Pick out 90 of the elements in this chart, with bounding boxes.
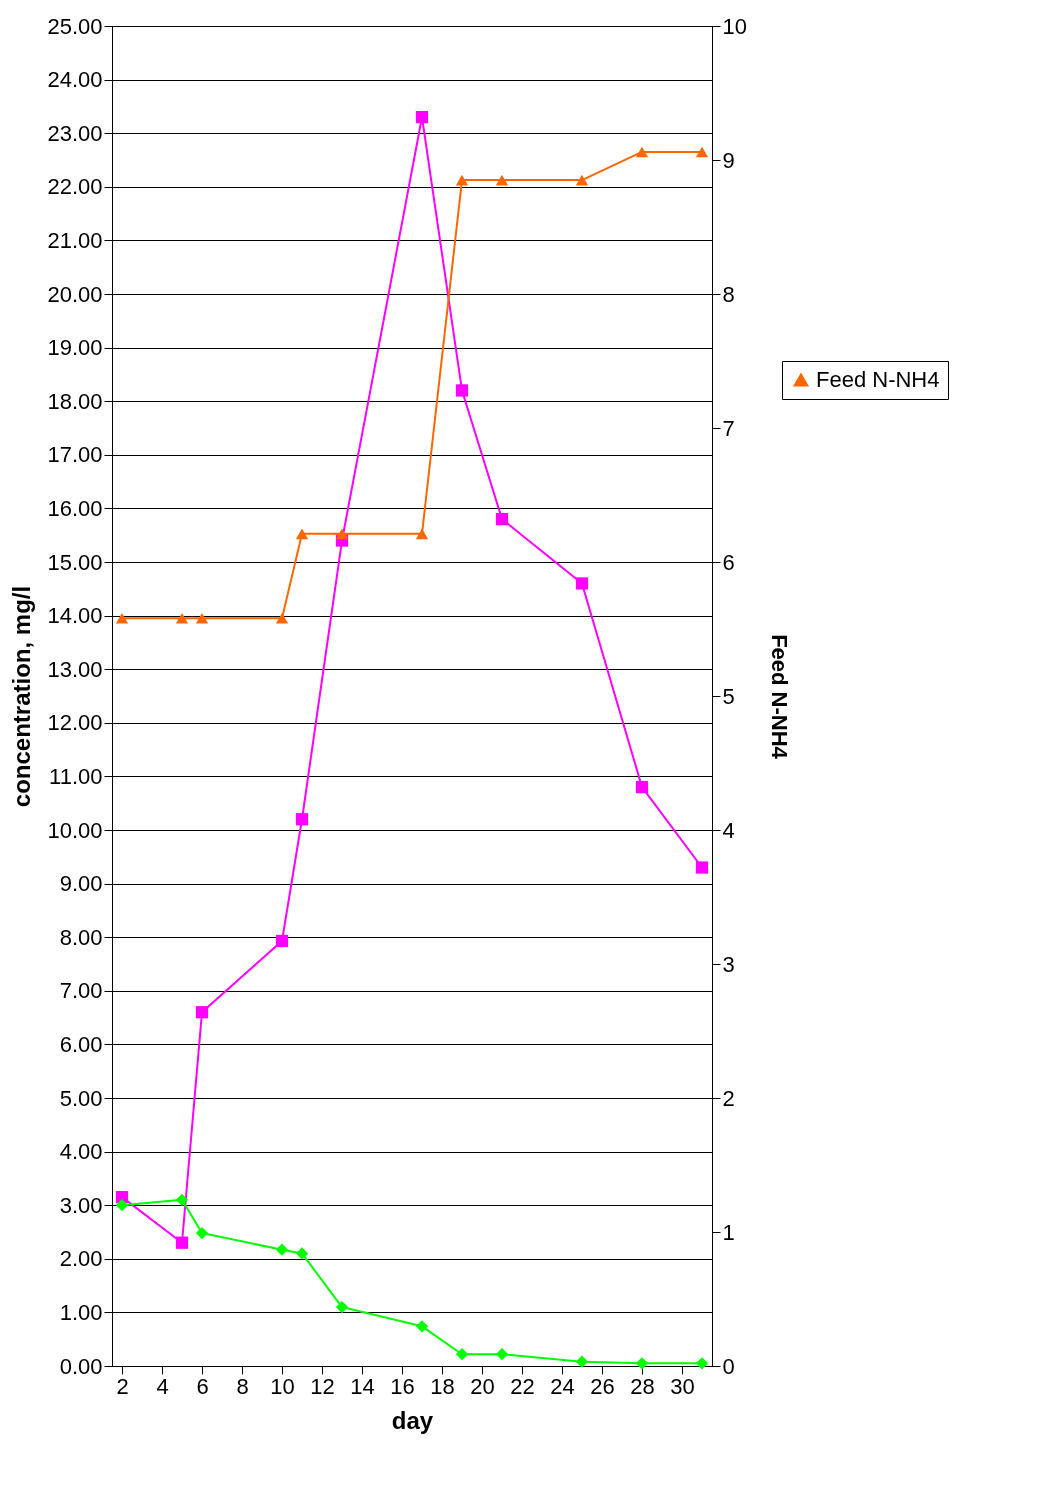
y-tick-label: 6.00 [59,1031,103,1057]
y2-tick-label: 1 [722,1219,735,1245]
point [275,934,289,948]
point [195,1226,209,1240]
y2-tick-label: 2 [722,1085,735,1111]
legend-label: Feed N-NH4 [816,367,940,392]
point [635,781,649,794]
y-tick-label: 7.00 [59,978,103,1004]
y-tick-label: 10.00 [47,817,103,843]
point [115,1199,129,1212]
point [115,612,129,624]
point [455,174,469,186]
y-tick-label: 11.00 [49,763,103,789]
x-axis-title: day [391,1406,434,1434]
point [335,528,349,540]
y-tick-label: 16.00 [47,495,103,521]
point [495,174,509,186]
y2-tick-label: 6 [722,549,735,575]
point [195,1006,209,1019]
y-tick-label: 13.00 [47,656,103,682]
point [455,384,469,397]
point [695,1357,709,1370]
point [455,1348,469,1361]
point [635,1357,649,1370]
point [175,612,189,624]
y-tick-label: 25.00 [47,13,103,39]
point [415,111,429,124]
point [295,528,309,540]
x-tick-label: 14 [350,1373,375,1399]
y-tick-label: 0.00 [59,1353,103,1379]
y-tick-label: 1.00 [59,1299,103,1325]
point [415,528,429,540]
x-tick-label: 16 [390,1373,415,1399]
point [295,1247,309,1260]
x-tick-label: 30 [670,1373,695,1399]
point [495,1348,509,1361]
point [415,1320,429,1333]
x-tick-label: 10 [270,1373,295,1399]
point [195,612,209,624]
point [575,174,589,186]
y-tick-label: 20.00 [47,281,103,307]
y-tick-label: 15.00 [47,549,103,575]
y2-axis-title: Feed N-NH4 [766,634,792,760]
y2-tick-label: 4 [722,817,735,843]
y-tick-label: 24.00 [47,67,103,93]
x-tick-label: 8 [236,1373,249,1399]
point [175,1193,189,1206]
point [695,861,709,874]
y-axis-title: concentration, mg/l [8,585,36,808]
y-tick-label: 17.00 [47,442,103,468]
y-tick-label: 23.00 [47,120,103,146]
y-tick-label: 2.00 [59,1246,103,1272]
x-tick-label: 20 [470,1373,495,1399]
x-tick-label: 22 [510,1373,535,1399]
point [575,1355,589,1368]
y2-tick-label: 0 [722,1353,735,1379]
x-tick-label: 18 [430,1373,455,1399]
x-tick-label: 12 [310,1373,335,1399]
point [295,813,309,826]
y-tick-label: 4.00 [59,1139,103,1165]
y-tick-label: 19.00 [47,335,103,361]
point [175,1236,189,1249]
x-tick-label: 24 [550,1373,575,1399]
y-tick-label: 22.00 [47,174,103,200]
point [275,1243,289,1256]
point [695,146,709,158]
y-tick-label: 14.00 [47,603,103,629]
point [495,513,509,526]
point [335,1300,349,1314]
y-tick-label: 12.00 [47,710,103,736]
y-tick-label: 18.00 [47,388,103,414]
x-tick-label: 4 [156,1373,169,1399]
y-tick-label: 3.00 [59,1192,103,1218]
x-tick-label: 26 [590,1373,615,1399]
point [635,146,649,158]
y2-tick-label: 9 [722,147,735,173]
x-tick-label: 2 [116,1373,129,1399]
y-tick-label: 21.00 [47,227,103,253]
y2-tick-label: 10 [722,13,747,39]
y-tick-label: 8.00 [59,924,103,950]
y2-tick-label: 5 [722,683,735,709]
x-tick-label: 28 [630,1373,655,1399]
y2-tick-label: 3 [722,951,735,977]
y2-tick-label: 8 [722,281,735,307]
y2-tick-label: 7 [722,415,735,441]
point [575,577,589,590]
y-tick-label: 9.00 [59,871,103,897]
x-tick-label: 6 [196,1373,209,1399]
y-tick-label: 5.00 [59,1085,103,1111]
point [275,612,289,624]
